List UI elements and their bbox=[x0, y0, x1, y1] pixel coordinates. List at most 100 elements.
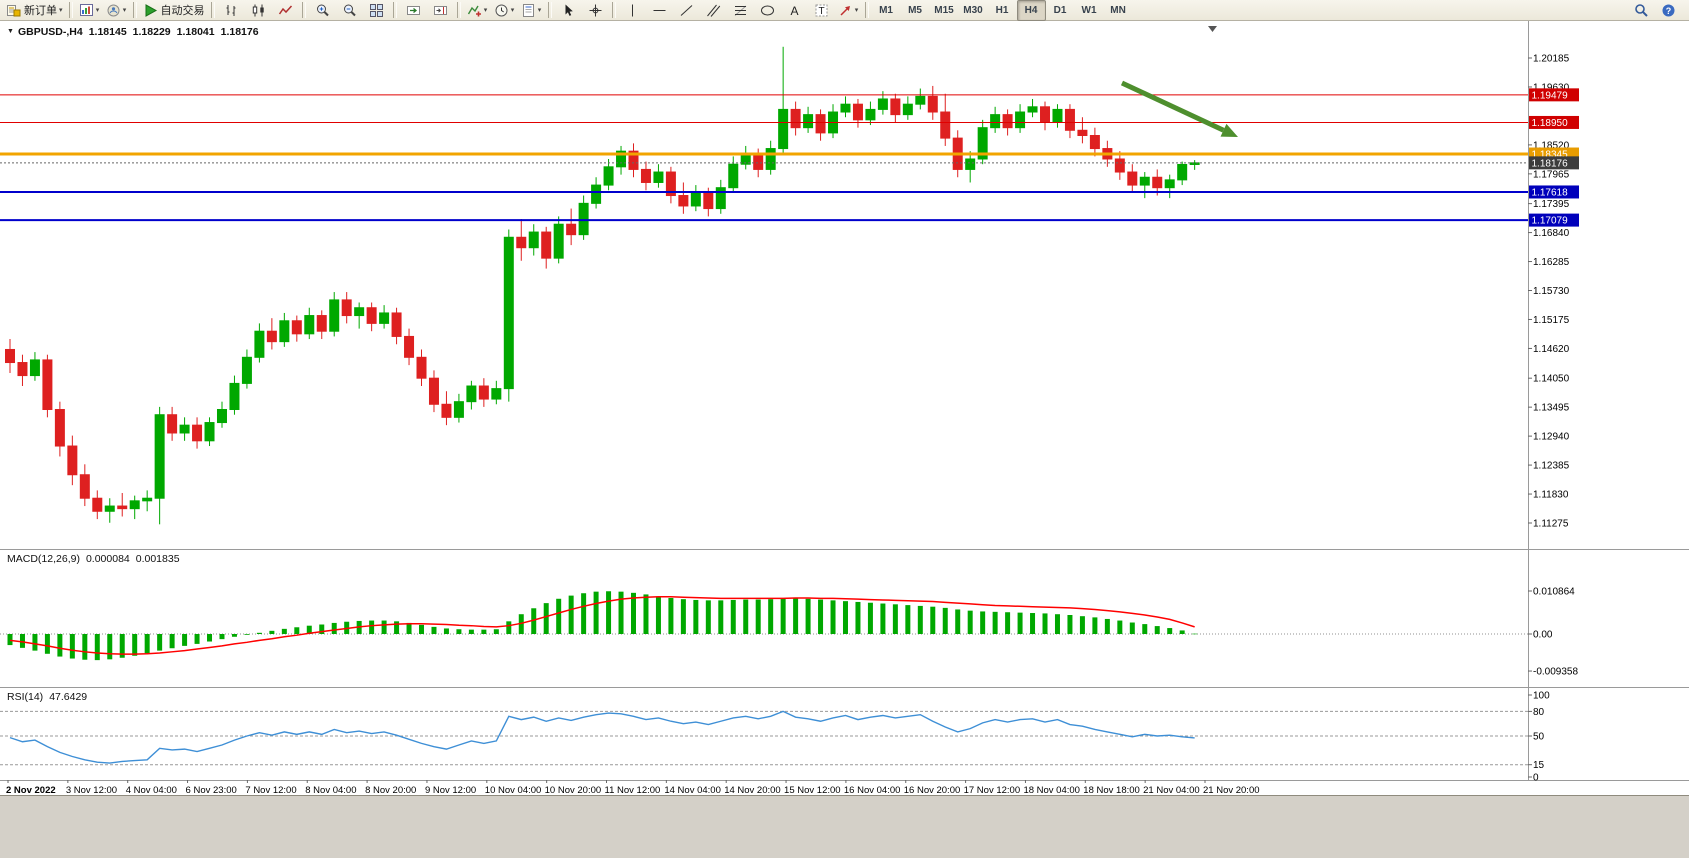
svg-text:1.15730: 1.15730 bbox=[1533, 286, 1570, 297]
arrows-button[interactable]: ▾ bbox=[835, 0, 862, 21]
chart-canvas[interactable]: 1.20185 1.19630 1.18520 1.17965 1.17395 1.168… bbox=[0, 21, 1689, 795]
chevron-down-icon: ▾ bbox=[510, 6, 515, 14]
candlestick-button[interactable] bbox=[245, 0, 272, 21]
zoom-in-button[interactable] bbox=[309, 0, 336, 21]
svg-text:1.14620: 1.14620 bbox=[1533, 344, 1570, 355]
tf-m15-button[interactable]: M15 bbox=[934, 4, 954, 16]
svg-text:1.18176: 1.18176 bbox=[1532, 158, 1569, 169]
toolbar-separator bbox=[547, 2, 552, 18]
search-button[interactable] bbox=[1628, 0, 1655, 21]
toolbar-separator bbox=[392, 2, 397, 18]
tf-h4-button[interactable]: H4 bbox=[1016, 0, 1046, 21]
svg-text:2 Nov 2022: 2 Nov 2022 bbox=[6, 785, 56, 795]
zoom-out-button[interactable] bbox=[336, 0, 363, 21]
svg-text:16 Nov 20:00: 16 Nov 20:00 bbox=[904, 785, 961, 795]
candlestick-series bbox=[5, 46, 1200, 525]
svg-text:8 Nov 04:00: 8 Nov 04:00 bbox=[305, 785, 356, 795]
collapse-chart-icon[interactable]: ▼ bbox=[7, 28, 14, 35]
new-order-button[interactable]: 新订单 ▾ bbox=[3, 0, 66, 21]
price-axis: 1.20185 1.19630 1.18520 1.17965 1.17395 1.168… bbox=[1528, 54, 1579, 530]
chart-shift-marker bbox=[1208, 26, 1217, 32]
svg-text:15: 15 bbox=[1533, 760, 1545, 771]
macd-panel: 0.010864 0.00 -0.009358 bbox=[0, 587, 1578, 678]
svg-text:0.010864: 0.010864 bbox=[1533, 587, 1575, 598]
indicators-button[interactable]: ▾ bbox=[464, 0, 491, 21]
price-tag: 1.17079 bbox=[1529, 213, 1579, 227]
profiles-button[interactable]: ▾ bbox=[103, 0, 130, 21]
toolbar-separator bbox=[611, 2, 616, 18]
svg-text:1.11830: 1.11830 bbox=[1533, 490, 1569, 501]
svg-text:1.18950: 1.18950 bbox=[1532, 118, 1569, 129]
svg-text:10 Nov 04:00: 10 Nov 04:00 bbox=[485, 785, 542, 795]
tf-m5-button[interactable]: M5 bbox=[908, 4, 922, 16]
auto-scroll-button[interactable] bbox=[400, 0, 427, 21]
svg-text:1.15175: 1.15175 bbox=[1533, 315, 1570, 326]
svg-text:4 Nov 04:00: 4 Nov 04:00 bbox=[126, 785, 177, 795]
toolbar-separator bbox=[210, 2, 215, 18]
svg-text:11 Nov 12:00: 11 Nov 12:00 bbox=[605, 785, 661, 795]
price-tag: 1.18950 bbox=[1529, 115, 1579, 129]
svg-text:100: 100 bbox=[1533, 691, 1550, 702]
tf-w1-button[interactable]: W1 bbox=[1081, 4, 1097, 16]
chart-shift-button[interactable] bbox=[427, 0, 454, 21]
equidistant-channel-button[interactable] bbox=[700, 0, 727, 21]
tile-windows-button[interactable] bbox=[363, 0, 390, 21]
trend-arrow-annotation bbox=[1120, 80, 1238, 137]
shapes-button[interactable] bbox=[754, 0, 781, 21]
chart-window: 1.20185 1.19630 1.18520 1.17965 1.17395 1.168… bbox=[0, 21, 1689, 796]
toolbar-right-group: ? bbox=[1628, 0, 1682, 21]
line-chart-button[interactable] bbox=[272, 0, 299, 21]
svg-text:1.17618: 1.17618 bbox=[1532, 187, 1569, 198]
price-tag: 1.17618 bbox=[1529, 185, 1579, 199]
ohlc-bars-button[interactable] bbox=[218, 0, 245, 21]
tf-mn-button[interactable]: MN bbox=[1110, 4, 1126, 16]
text-button[interactable]: A bbox=[781, 0, 808, 21]
cursor-button[interactable] bbox=[555, 0, 582, 21]
text-label-button[interactable]: T bbox=[808, 0, 835, 21]
svg-text:1.20185: 1.20185 bbox=[1533, 54, 1570, 65]
svg-text:8 Nov 20:00: 8 Nov 20:00 bbox=[365, 785, 416, 795]
crosshair-button[interactable] bbox=[582, 0, 609, 21]
price-tag: 1.19479 bbox=[1529, 88, 1579, 102]
svg-text:-0.009358: -0.009358 bbox=[1533, 667, 1578, 678]
auto-trading-button[interactable]: 自动交易 bbox=[140, 0, 208, 21]
svg-text:18 Nov 18:00: 18 Nov 18:00 bbox=[1083, 785, 1140, 795]
svg-text:6 Nov 23:00: 6 Nov 23:00 bbox=[186, 785, 237, 795]
svg-text:1.18520: 1.18520 bbox=[1533, 140, 1570, 151]
fibonacci-button[interactable] bbox=[727, 0, 754, 21]
vertical-line-button[interactable] bbox=[619, 0, 646, 21]
trendline-button[interactable] bbox=[673, 0, 700, 21]
svg-text:50: 50 bbox=[1533, 732, 1545, 743]
svg-text:1.19630: 1.19630 bbox=[1533, 82, 1570, 93]
svg-text:?: ? bbox=[1666, 6, 1672, 16]
templates-button[interactable]: ▾ bbox=[518, 0, 545, 21]
toolbar-separator bbox=[68, 2, 73, 18]
svg-text:80: 80 bbox=[1533, 707, 1545, 718]
tf-m1-button[interactable]: M1 bbox=[879, 4, 893, 16]
svg-text:16 Nov 04:00: 16 Nov 04:00 bbox=[844, 785, 901, 795]
chevron-down-icon: ▾ bbox=[483, 6, 488, 14]
tf-h1-button[interactable]: H1 bbox=[995, 4, 1009, 16]
svg-text:1.12385: 1.12385 bbox=[1533, 461, 1570, 472]
svg-text:14 Nov 04:00: 14 Nov 04:00 bbox=[664, 785, 721, 795]
svg-text:21 Nov 20:00: 21 Nov 20:00 bbox=[1203, 785, 1260, 795]
svg-text:0.00: 0.00 bbox=[1533, 630, 1553, 641]
svg-text:1.14050: 1.14050 bbox=[1533, 374, 1570, 385]
svg-text:17 Nov 12:00: 17 Nov 12:00 bbox=[964, 785, 1021, 795]
svg-text:1.16840: 1.16840 bbox=[1533, 228, 1570, 239]
horizontal-line-button[interactable] bbox=[646, 0, 673, 21]
chevron-down-icon: ▾ bbox=[95, 6, 100, 14]
svg-text:21 Nov 04:00: 21 Nov 04:00 bbox=[1143, 785, 1200, 795]
tf-m30-button[interactable]: M30 bbox=[963, 4, 983, 16]
svg-text:1.19479: 1.19479 bbox=[1532, 90, 1569, 101]
chevron-down-icon: ▾ bbox=[122, 6, 127, 14]
new-chart-button[interactable]: ▾ bbox=[76, 0, 103, 21]
tf-d1-button[interactable]: D1 bbox=[1053, 4, 1067, 16]
rsi-panel: 100 80 50 15 0 bbox=[0, 691, 1550, 784]
svg-text:T: T bbox=[818, 6, 824, 17]
periods-button[interactable]: ▾ bbox=[491, 0, 518, 21]
time-axis: 2 Nov 2022 3 Nov 12:00 4 Nov 04:00 6 Nov 23… bbox=[6, 780, 1260, 795]
help-button[interactable]: ? bbox=[1655, 0, 1682, 21]
svg-text:1.16285: 1.16285 bbox=[1533, 257, 1570, 268]
svg-text:1.17079: 1.17079 bbox=[1532, 216, 1569, 227]
